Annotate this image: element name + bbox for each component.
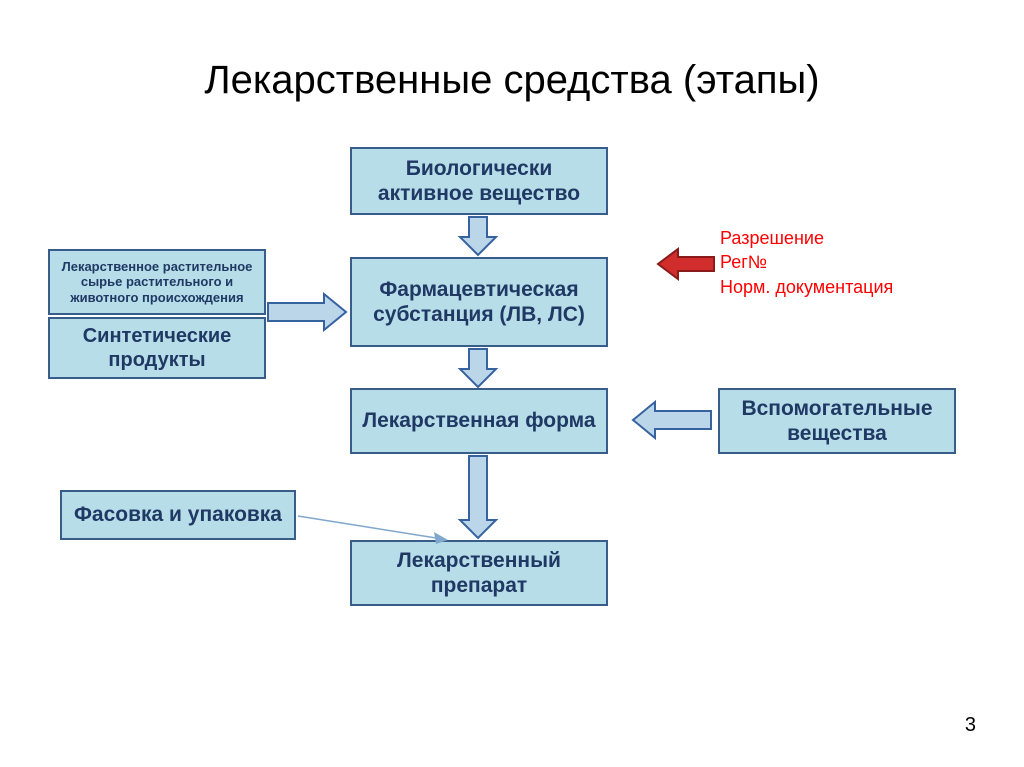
arrow-right-icon [268, 294, 346, 330]
arrow-down-icon [460, 349, 496, 387]
node-label: Фасовка и упаковка [74, 502, 282, 527]
arrow-left-red-icon [658, 249, 714, 279]
node-label: Лекарственный препарат [360, 548, 598, 598]
arrow-left-icon [633, 402, 711, 438]
node-label: Вспомогательные вещества [728, 396, 946, 446]
arrow-thin-icon [298, 510, 448, 550]
node-label: Фармацевтическая субстанция (ЛВ, ЛС) [360, 277, 598, 327]
node-label: Синтетические продукты [58, 324, 256, 372]
slide-title: Лекарственные средства (этапы) [0, 58, 1024, 103]
node-packaging: Фасовка и упаковка [60, 490, 296, 540]
node-excipients: Вспомогательные вещества [718, 388, 956, 454]
node-label: Лекарственная форма [362, 408, 595, 433]
node-raw-material: Лекарственное растительное сырье растите… [48, 249, 266, 315]
page-number: 3 [965, 714, 976, 737]
node-pharm-substance: Фармацевтическая субстанция (ЛВ, ЛС) [350, 257, 608, 347]
arrow-down-icon [460, 217, 496, 255]
annotation-permissions: Разрешение Рег№ Норм. документация [720, 226, 893, 299]
node-label: Биологически активное вещество [360, 156, 598, 206]
node-synthetic: Синтетические продукты [48, 317, 266, 379]
node-bio-active: Биологически активное вещество [350, 147, 608, 215]
node-label: Лекарственное растительное сырье растите… [58, 259, 256, 306]
node-dosage-form: Лекарственная форма [350, 388, 608, 454]
arrow-down-icon [460, 456, 496, 538]
